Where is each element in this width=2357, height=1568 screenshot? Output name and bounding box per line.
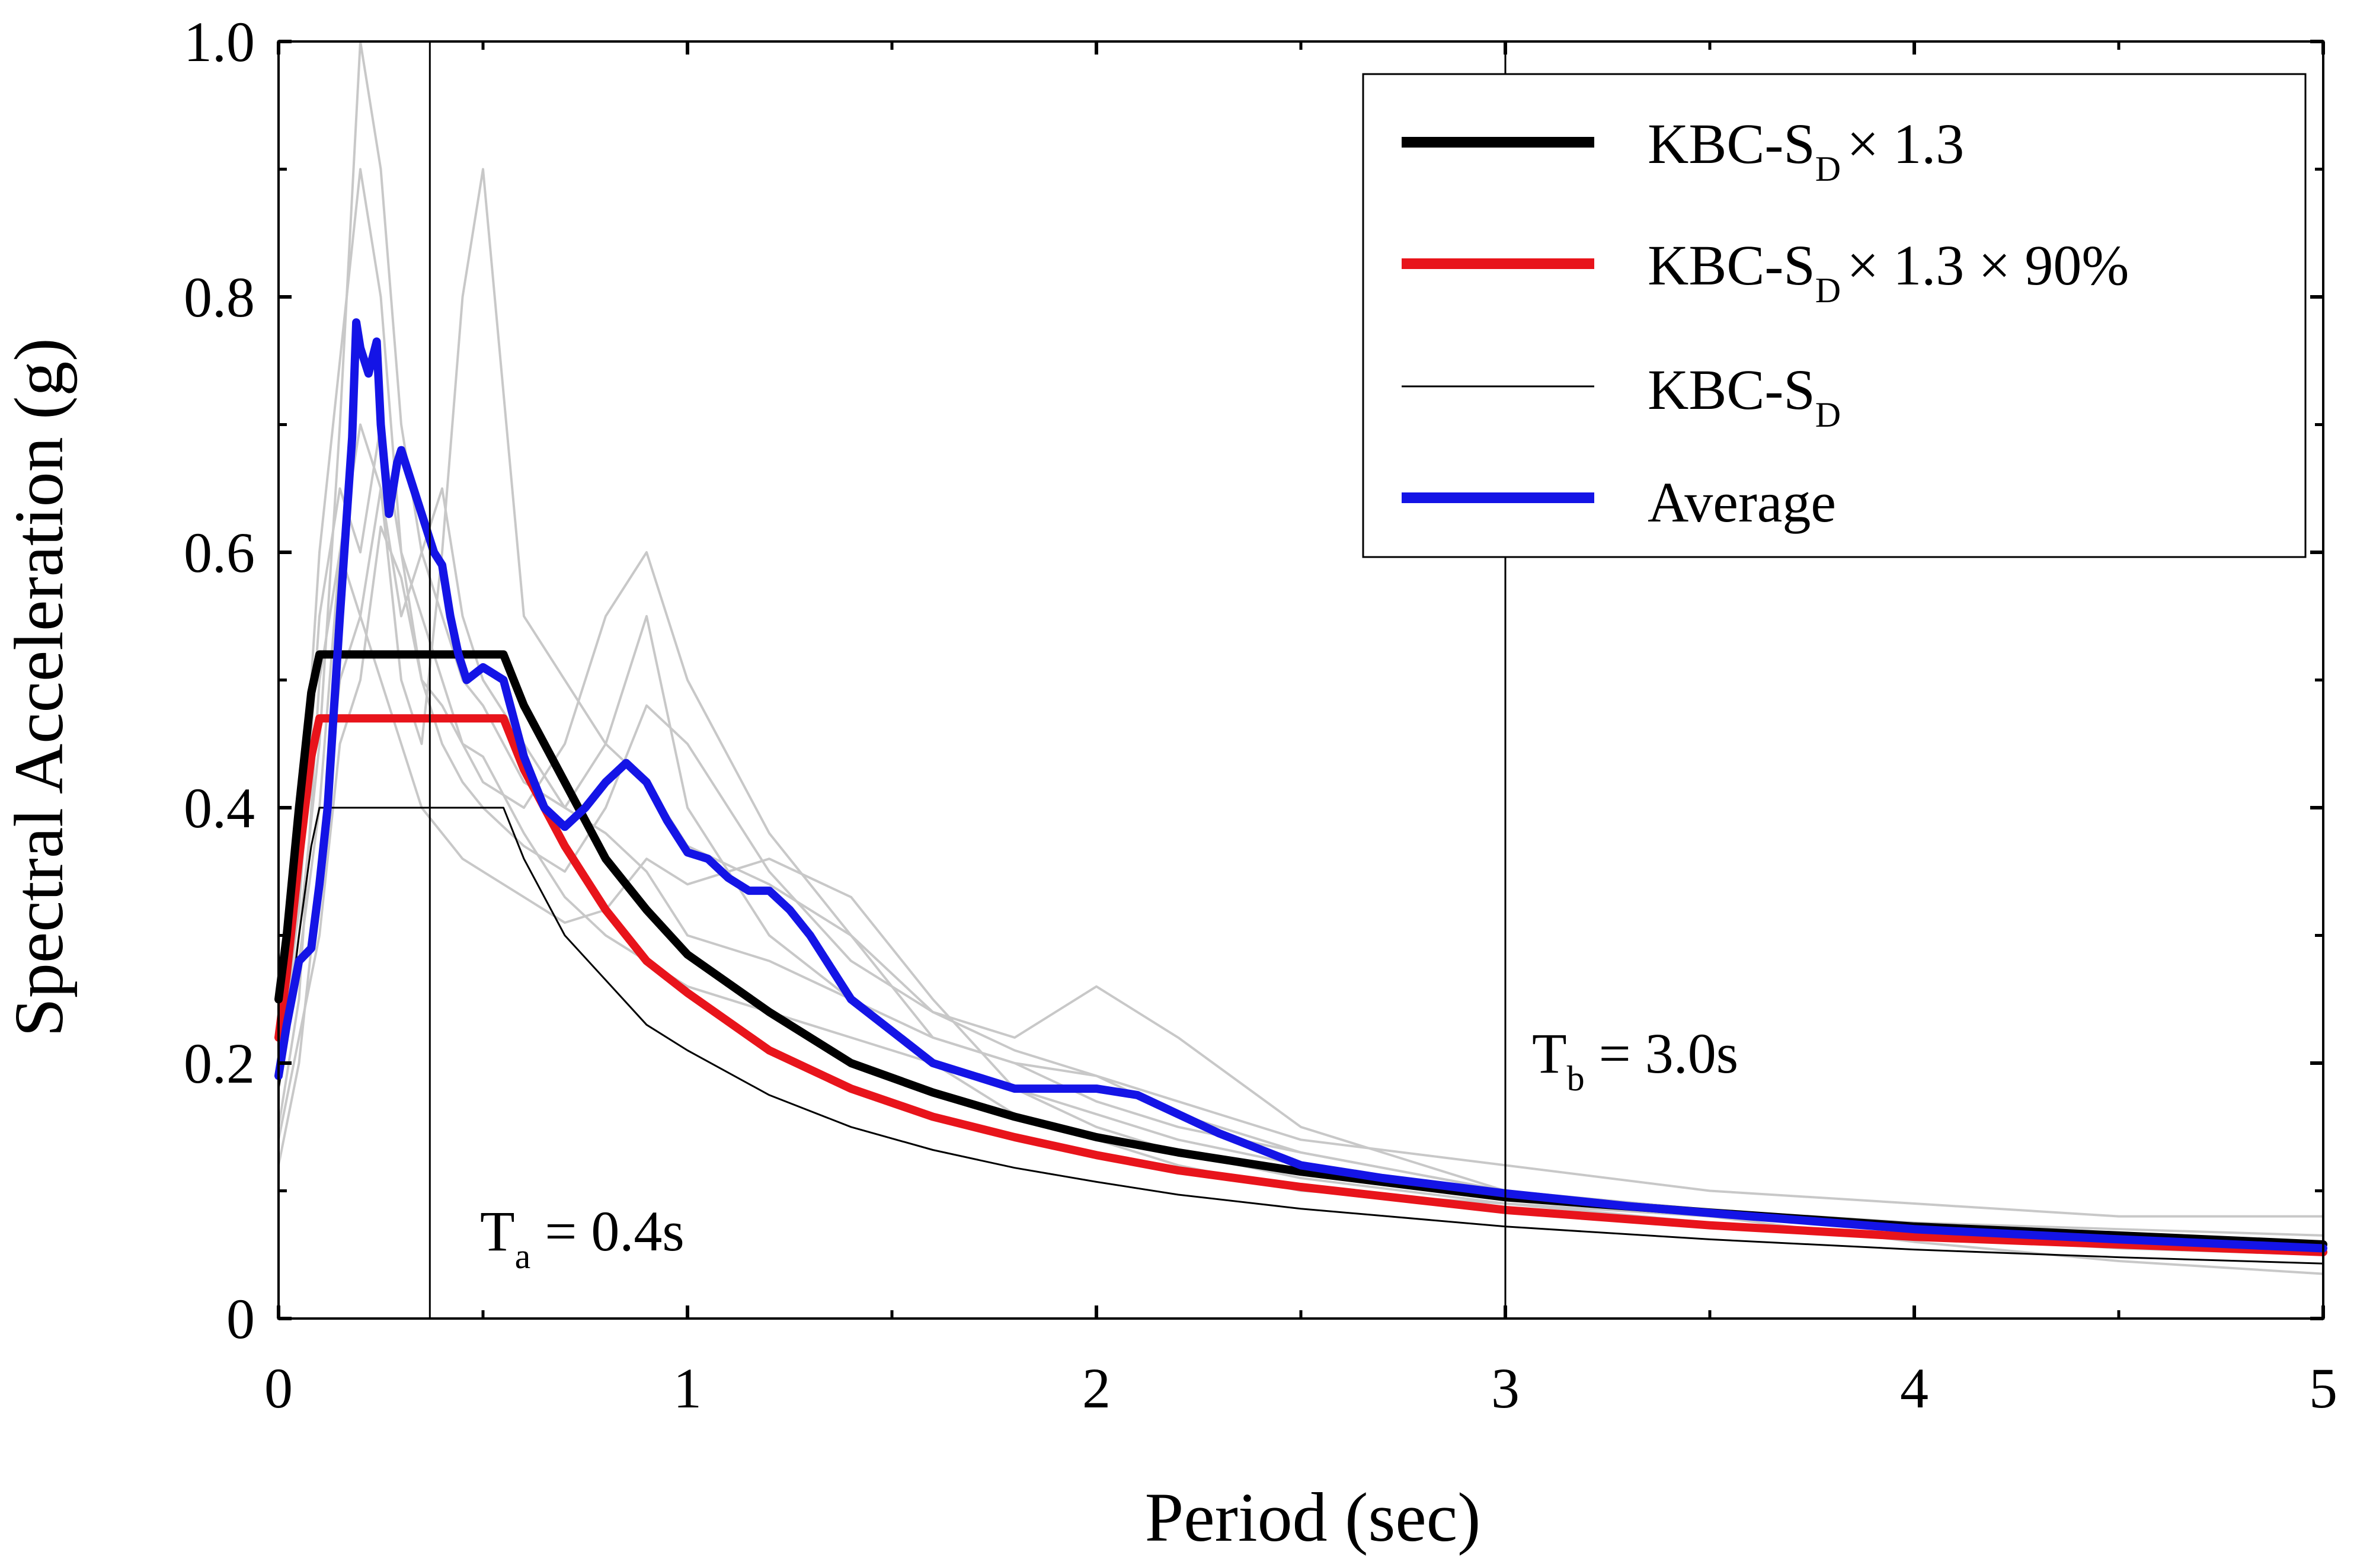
record-3-line <box>277 168 2324 1237</box>
x-tick-label: 5 <box>2309 1356 2337 1420</box>
legend-label-kbc: KBC-SD <box>1648 358 1841 434</box>
x-tick-label: 0 <box>264 1356 293 1420</box>
x-axis-title: Period (sec) <box>1145 1479 1481 1556</box>
legend-label-avg: Average <box>1648 471 1836 534</box>
legend-box <box>1362 73 2307 558</box>
y-tick-label: 0.2 <box>184 1032 255 1095</box>
x-tick-label: 3 <box>1491 1356 1520 1420</box>
legend: KBC-SD × 1.3 KBC-SD × 1.3 × 90% KBC-SD Ave… <box>1362 73 2307 558</box>
series-layer <box>274 318 2327 1265</box>
x-tick-label: 2 <box>1082 1356 1111 1420</box>
legend-label-kbc13: KBC-SD × 1.3 <box>1648 112 1964 188</box>
y-tick-label: 1.0 <box>184 10 255 73</box>
annotation-ta-text: Ta = 0.4s <box>480 1199 685 1276</box>
annotation-ta: Ta = 0.4s <box>480 1199 685 1276</box>
x-tick-label: 1 <box>673 1356 702 1420</box>
y-axis-title: Spectral Acceleration (g) <box>0 338 78 1036</box>
x-tick-label: 4 <box>1900 1356 1929 1420</box>
y-tick-label: 0.6 <box>184 521 255 584</box>
annotation-tb-text: Tb = 3.0s <box>1532 1022 1738 1098</box>
y-tick-label: 0.4 <box>184 776 255 840</box>
record-6-line <box>277 525 2324 1275</box>
series-average-line <box>274 318 2327 1253</box>
legend-label-kbc13-90: KBC-SD × 1.3 × 90% <box>1648 233 2129 310</box>
axis-ticks: 0 1 2 3 4 5 0 0.2 0.4 0.6 0.8 1.0 <box>184 10 2337 1420</box>
series-kbc-line <box>277 807 2324 1265</box>
y-tick-label: 0.8 <box>184 265 255 329</box>
y-tick-label: 0 <box>226 1287 255 1351</box>
annotation-tb: Tb = 3.0s <box>1532 1022 1738 1098</box>
